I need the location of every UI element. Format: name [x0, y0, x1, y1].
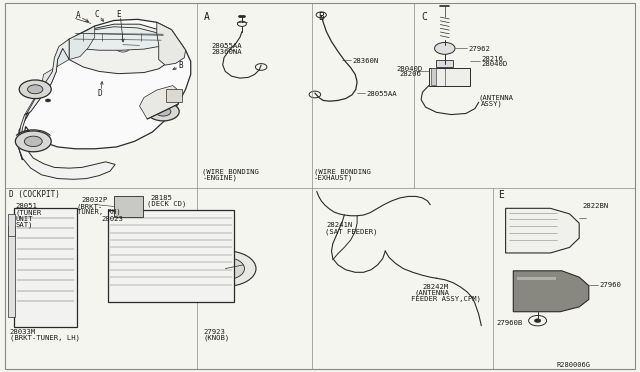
- Text: 28216: 28216: [481, 56, 503, 62]
- Bar: [14, 208, 77, 327]
- Bar: [436, 60, 453, 67]
- Text: -EXHAUST): -EXHAUST): [314, 174, 353, 181]
- Polygon shape: [513, 271, 589, 312]
- Text: 27923: 27923: [204, 329, 225, 335]
- Text: (BRKT-TUNER, LH): (BRKT-TUNER, LH): [10, 334, 79, 341]
- Text: FEEDER ASSY,CPM): FEEDER ASSY,CPM): [411, 296, 481, 302]
- Text: C: C: [421, 12, 427, 22]
- Text: (ANTENNA: (ANTENNA: [415, 290, 450, 296]
- Circle shape: [45, 99, 51, 102]
- Circle shape: [195, 251, 256, 286]
- Bar: [8, 214, 15, 236]
- Circle shape: [454, 74, 465, 80]
- Polygon shape: [18, 146, 115, 179]
- Text: A: A: [76, 11, 80, 20]
- Text: 28051: 28051: [15, 203, 37, 209]
- Text: B: B: [178, 61, 182, 70]
- Text: (BRKT-: (BRKT-: [77, 203, 103, 210]
- Circle shape: [219, 265, 232, 272]
- Bar: [431, 68, 436, 85]
- Text: TUNER, RH): TUNER, RH): [77, 209, 120, 215]
- Text: E: E: [116, 10, 121, 19]
- Circle shape: [116, 45, 129, 52]
- Bar: [166, 89, 182, 102]
- Text: (DECK CD): (DECK CD): [147, 201, 187, 207]
- Polygon shape: [64, 24, 174, 74]
- Text: D: D: [98, 89, 102, 98]
- Text: 28032P: 28032P: [82, 197, 108, 203]
- Circle shape: [435, 73, 448, 80]
- Polygon shape: [63, 27, 170, 50]
- Bar: [8, 226, 15, 317]
- Text: 27962: 27962: [468, 46, 490, 52]
- Circle shape: [435, 42, 455, 54]
- Text: 28055AA: 28055AA: [211, 44, 242, 49]
- Text: (SAT FEEDER): (SAT FEEDER): [325, 228, 378, 235]
- Text: 2822BN: 2822BN: [582, 203, 609, 209]
- Text: 27960: 27960: [599, 282, 621, 288]
- Circle shape: [15, 131, 51, 152]
- Text: 28242M: 28242M: [422, 284, 449, 290]
- Circle shape: [534, 319, 541, 323]
- Bar: [114, 196, 143, 217]
- Circle shape: [147, 102, 179, 121]
- Circle shape: [438, 62, 445, 65]
- Bar: [517, 277, 556, 280]
- Circle shape: [446, 62, 452, 65]
- Text: 28360N: 28360N: [352, 58, 378, 64]
- Text: 28023: 28023: [101, 216, 123, 222]
- Text: 28206: 28206: [399, 71, 421, 77]
- Text: A: A: [204, 12, 209, 22]
- Text: (ANTENNA: (ANTENNA: [479, 94, 514, 101]
- Circle shape: [206, 257, 244, 280]
- Polygon shape: [506, 208, 579, 253]
- Text: 28040D: 28040D: [397, 66, 423, 72]
- Polygon shape: [69, 26, 95, 60]
- Text: (KNOB): (KNOB): [204, 334, 230, 341]
- Text: 28055AA: 28055AA: [366, 91, 397, 97]
- Text: B: B: [319, 12, 324, 22]
- Text: E: E: [498, 190, 504, 200]
- Text: SAT): SAT): [15, 222, 33, 228]
- Text: ASSY): ASSY): [481, 100, 503, 107]
- Polygon shape: [18, 19, 191, 160]
- Polygon shape: [157, 22, 186, 65]
- Text: (WIRE BONDING: (WIRE BONDING: [314, 169, 371, 175]
- Text: 28033M: 28033M: [10, 329, 36, 335]
- Text: 27960B: 27960B: [496, 320, 522, 326]
- Text: C: C: [95, 10, 99, 19]
- Text: -ENGINE): -ENGINE): [202, 174, 237, 181]
- Text: (TUNER: (TUNER: [15, 209, 42, 216]
- Polygon shape: [140, 86, 179, 119]
- Bar: [108, 210, 234, 302]
- Text: 28185: 28185: [150, 195, 172, 201]
- Circle shape: [19, 80, 51, 99]
- Text: (WIRE BONDING: (WIRE BONDING: [202, 169, 259, 175]
- Circle shape: [24, 136, 42, 147]
- Text: R280006G: R280006G: [557, 362, 591, 368]
- Circle shape: [28, 85, 43, 94]
- Text: 28241N: 28241N: [326, 222, 353, 228]
- Text: UNIT: UNIT: [15, 216, 33, 222]
- Polygon shape: [24, 39, 69, 115]
- Text: 28040D: 28040D: [481, 61, 508, 67]
- Polygon shape: [18, 39, 69, 160]
- Text: 28360NA: 28360NA: [211, 49, 242, 55]
- Circle shape: [156, 107, 171, 116]
- Text: D (COCKPIT): D (COCKPIT): [9, 190, 60, 199]
- Bar: [429, 68, 470, 86]
